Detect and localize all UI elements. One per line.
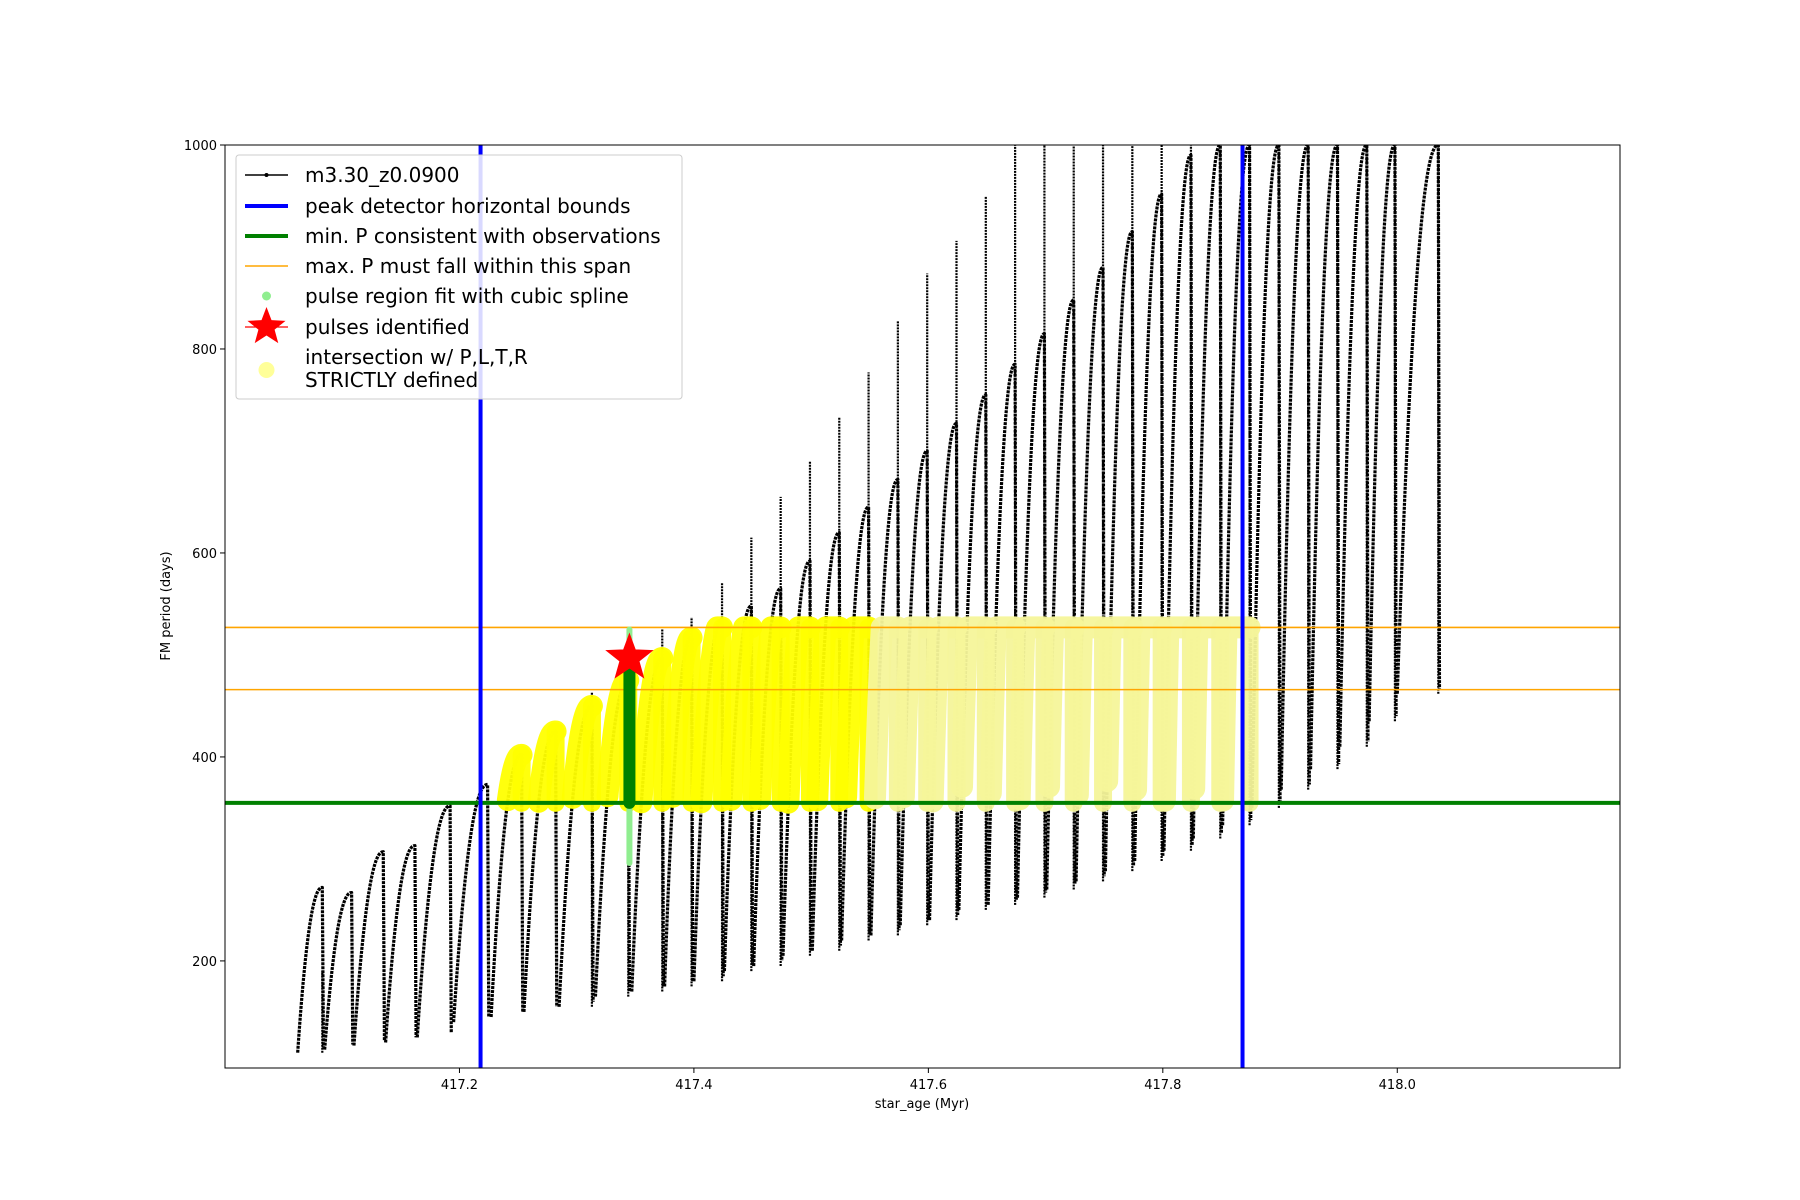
x-tick-label: 417.6 (910, 1078, 947, 1093)
model-cycle (415, 804, 453, 1038)
legend-item-bounds: peak detector horizontal bounds (245, 194, 631, 218)
legend-label: min. P consistent with observations (305, 224, 661, 248)
legend-label: pulse region fit with cubic spline (305, 284, 629, 308)
model-cycle (1367, 145, 1398, 722)
legend-item-minp: min. P consistent with observations (245, 224, 661, 248)
plot-area (225, 145, 1620, 1068)
x-axis: 417.2 417.4 417.6 417.8 418.0 (441, 1068, 1416, 1093)
pulse-marker (605, 632, 654, 679)
y-axis: 200 400 600 800 1000 (184, 139, 225, 970)
y-tick-label: 800 (192, 343, 217, 358)
legend-label: STRICTLY defined (305, 368, 478, 392)
y-tick-label: 200 (192, 955, 217, 970)
model-cycle (384, 844, 418, 1043)
horizontal-reference-lines (225, 626, 1620, 805)
y-tick-label: 400 (192, 751, 217, 766)
y-tick-label: 600 (192, 547, 217, 562)
legend-box (235, 154, 683, 400)
legend-label: intersection w/ P,L,T,R (305, 345, 528, 369)
legend-label: pulses identified (305, 315, 470, 339)
legend-label: peak detector horizontal bounds (305, 194, 631, 218)
model-cycle (352, 850, 387, 1046)
model-cycle (1015, 332, 1048, 898)
legend-swatch-marker (264, 173, 269, 177)
plot-frame (224, 144, 1621, 1069)
model-cycle (1221, 145, 1253, 826)
x-tick-label: 417.4 (675, 1078, 712, 1093)
model-cycle (1191, 145, 1224, 839)
legend-swatch (262, 291, 271, 301)
pulse-identified-marker (605, 632, 654, 679)
model-cycle (451, 782, 491, 1023)
legend-swatch (258, 362, 275, 378)
x-tick-label: 417.8 (1144, 1078, 1181, 1093)
x-tick-label: 418.0 (1379, 1078, 1416, 1093)
legend-item-maxp: max. P must fall within this span (245, 254, 631, 278)
model-cycle (296, 885, 326, 1053)
model-cycle (1308, 145, 1341, 770)
model-cycle (1133, 192, 1165, 861)
legend-label: m3.30_z0.0900 (305, 163, 460, 187)
legend-item-spline: pulse region fit with cubic spline (262, 284, 629, 308)
legend-label: max. P must fall within this span (305, 254, 631, 278)
model-cycle (1395, 145, 1442, 694)
y-tick-label: 1000 (184, 139, 217, 154)
legend-item-pulse: pulses identified (245, 307, 470, 344)
model-cycle (1250, 145, 1282, 808)
model-cycle (489, 753, 525, 1018)
x-axis-label: star_age (Myr) (875, 1097, 969, 1112)
model-cycle (323, 890, 355, 1050)
x-tick-label: 417.2 (441, 1078, 478, 1093)
model-cycle (1279, 145, 1311, 790)
legend-swatch (247, 307, 286, 344)
model-cycle (1338, 145, 1370, 747)
legend-item-model: m3.30_z0.0900 (245, 163, 460, 187)
y-axis-label: FM period (days) (159, 551, 174, 660)
